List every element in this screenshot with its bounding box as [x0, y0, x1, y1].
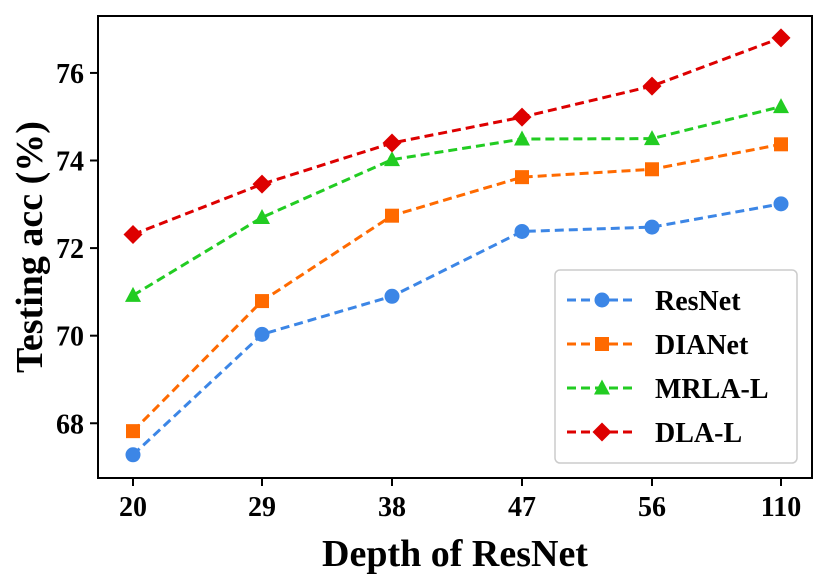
point-mrla-l-110 — [773, 98, 789, 114]
y-tick-label-72: 72 — [56, 234, 84, 265]
point-dianet-56 — [645, 162, 659, 177]
series-line-resnet — [131, 202, 782, 456]
point-mrla-l-38 — [384, 151, 400, 167]
point-dla-l-56 — [642, 76, 662, 96]
point-mrla-l-20 — [125, 286, 141, 302]
legend-marker-mrla-l — [594, 379, 610, 395]
point-dianet-20 — [126, 424, 140, 439]
point-mrla-l-56 — [644, 130, 660, 146]
point-resnet-20 — [125, 447, 141, 463]
point-mrla-l-47 — [514, 130, 530, 146]
point-resnet-56 — [644, 219, 660, 235]
legend-marker-resnet — [594, 292, 610, 308]
point-dianet-47 — [515, 170, 529, 185]
point-resnet-29 — [254, 326, 270, 342]
series-resnet — [125, 196, 789, 463]
plot-frame — [97, 15, 813, 479]
y-tick-label-76: 76 — [56, 59, 84, 90]
x-tick-label-110: 110 — [761, 492, 801, 523]
point-mrla-l-29 — [254, 208, 270, 224]
y-tick-label-74: 74 — [56, 147, 84, 178]
series-line-mrla-l — [132, 105, 782, 297]
x-tick-label-56: 56 — [638, 492, 666, 523]
x-tick-label-47: 47 — [508, 492, 536, 523]
chart-axes: 20 29 38 47 56 110 68 70 72 74 76 — [56, 59, 801, 523]
series-dla-l — [123, 28, 791, 245]
point-dianet-110 — [774, 137, 788, 152]
x-tick-label-38: 38 — [378, 492, 406, 523]
point-dla-l-38 — [382, 133, 402, 153]
x-axis-label: Depth of ResNet — [322, 533, 588, 575]
series-line-dianet — [131, 142, 782, 433]
chart-marks — [123, 28, 791, 463]
point-dla-l-29 — [252, 174, 272, 194]
y-tick-label-70: 70 — [56, 322, 84, 353]
point-dla-l-47 — [512, 107, 532, 127]
point-dianet-38 — [385, 208, 399, 223]
x-tick-label-29: 29 — [248, 492, 276, 523]
y-tick-label-68: 68 — [56, 409, 84, 440]
point-resnet-38 — [384, 288, 400, 304]
legend-marker-dianet — [595, 337, 609, 351]
legend-marker-dla-l — [592, 422, 612, 442]
point-resnet-47 — [514, 223, 530, 239]
series-line-dla-l — [132, 36, 782, 236]
point-resnet-110 — [773, 196, 789, 212]
legend-label-dianet: DIANet — [655, 330, 749, 361]
legend-label-resnet: ResNet — [655, 286, 741, 317]
point-dianet-29 — [255, 294, 269, 309]
legend-label-dla-l: DLA-L — [655, 418, 742, 449]
y-axis-label: Testing acc (%) — [9, 121, 51, 373]
x-tick-label-20: 20 — [119, 492, 147, 523]
point-dla-l-110 — [771, 28, 791, 48]
legend: ResNet DIANet MRLA-L DLA-L — [554, 269, 798, 464]
legend-label-mrla-l: MRLA-L — [655, 374, 769, 405]
legend-box — [554, 269, 798, 464]
point-dla-l-20 — [123, 225, 143, 245]
series-mrla-l — [125, 98, 789, 302]
series-dianet — [126, 137, 788, 439]
